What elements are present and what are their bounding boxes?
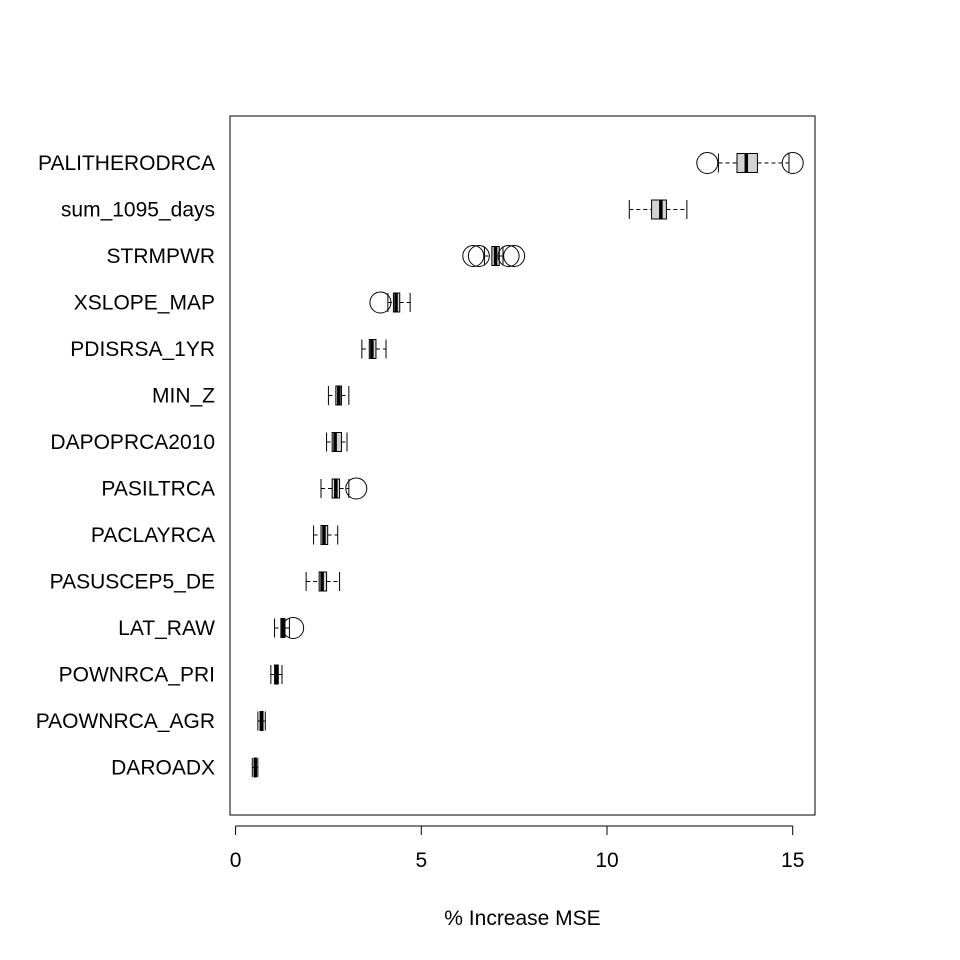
category-label: PDISRSA_1YR [70, 338, 215, 361]
box-9 [305, 571, 341, 592]
box-series [251, 152, 804, 778]
box-5 [327, 385, 350, 406]
box-8 [313, 525, 339, 545]
box-12 [257, 711, 266, 731]
box-7 [320, 477, 368, 500]
x-tick-label: 15 [781, 849, 804, 872]
category-label: PALITHERODRCA [38, 152, 215, 175]
category-label: DAROADX [111, 757, 215, 780]
category-label: sum_1095_days [61, 199, 215, 222]
box-3 [369, 291, 411, 314]
outlier-point [467, 245, 490, 267]
outlier-point [696, 152, 719, 174]
box-6 [326, 432, 348, 452]
box-11 [270, 664, 283, 685]
outlier-point [282, 617, 305, 639]
outlier-point [503, 245, 526, 267]
x-tick-label: 0 [230, 849, 242, 872]
box-10 [274, 617, 305, 639]
plot-frame [229, 115, 816, 816]
x-axis-title: % Increase MSE [444, 907, 600, 930]
box-1 [628, 199, 688, 220]
outlier-point [369, 291, 392, 314]
outlier-point [497, 245, 520, 267]
category-label: POWNRCA_PRI [59, 664, 215, 687]
outlier-point [781, 152, 804, 174]
box-13 [251, 757, 259, 778]
category-label: PASUSCEP5_DE [50, 571, 215, 594]
box-4 [361, 339, 387, 359]
box-0 [696, 152, 804, 174]
category-label: PACLAYRCA [91, 524, 215, 547]
category-label: DAPOPRCA2010 [50, 431, 215, 454]
outlier-point [462, 245, 485, 267]
category-labels: PALITHERODRCA sum_1095_days STRMPWR XSLOPE_… [36, 152, 215, 780]
box-iqr [651, 199, 667, 220]
category-label: STRMPWR [107, 245, 216, 268]
category-label: PAOWNRCA_AGR [36, 710, 215, 733]
category-label: PASILTRCA [101, 478, 215, 501]
box-2 [462, 245, 526, 267]
category-label: XSLOPE_MAP [74, 292, 215, 315]
category-label: MIN_Z [152, 385, 215, 408]
outlier-point [345, 477, 368, 500]
x-axis: 0 5 10 15 [230, 825, 804, 872]
x-tick-label: 10 [595, 849, 618, 872]
category-label: LAT_RAW [118, 617, 215, 640]
x-tick-label: 5 [415, 849, 427, 872]
